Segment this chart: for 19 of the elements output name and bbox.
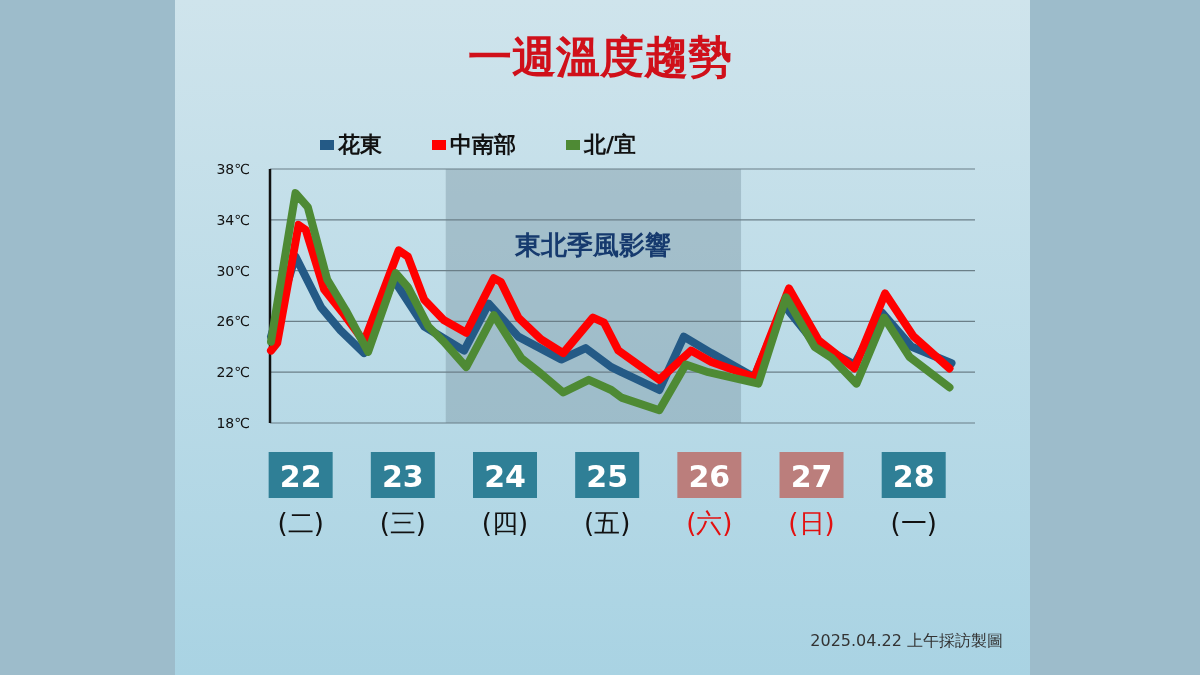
legend-label: 北/宜: [583, 132, 637, 157]
legend-label: 中南部: [450, 132, 516, 157]
y-tick-label: 34℃: [216, 211, 250, 228]
y-tick-label: 22℃: [216, 364, 250, 381]
legend-label: 花東: [337, 132, 382, 157]
y-tick-label: 38℃: [216, 161, 250, 177]
chart-title: 一週溫度趨勢: [468, 31, 732, 82]
y-tick-label: 18℃: [216, 415, 250, 431]
x-tick-label: 25 (五): [584, 459, 631, 538]
x-tick-label: 27 (日): [788, 459, 835, 538]
text: 2025.04.22 上午採訪製圖: [810, 631, 1003, 650]
x-tick-label: 22 (二): [277, 459, 324, 538]
band-label: 東北季風影響: [514, 230, 672, 260]
x-tick-label: 24 (四): [481, 459, 529, 538]
y-tick-label: 26℃: [216, 313, 250, 330]
x-tick-label: 23 (三): [379, 459, 426, 538]
x-tick-label: 28 (一): [890, 459, 937, 538]
x-tick-label: 26 (六): [686, 459, 733, 538]
y-tick-label: 30℃: [216, 262, 250, 279]
